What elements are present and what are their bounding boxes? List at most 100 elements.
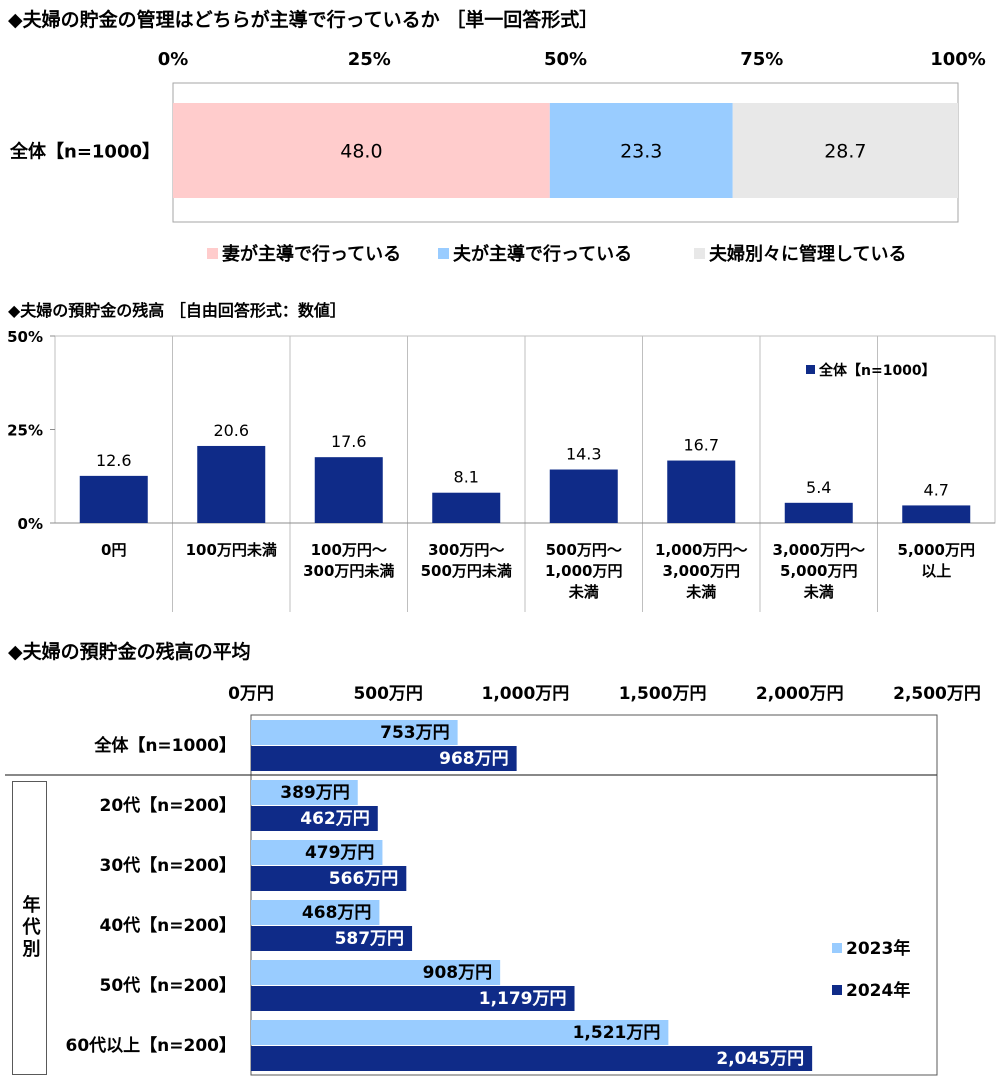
bar-value-label: 566万円	[329, 869, 399, 889]
chart-title-savings-management: ◆夫婦の貯金の管理はどちらが主導で行っているか ［単一回答形式］	[8, 8, 598, 31]
bar-value-label: 908万円	[423, 963, 493, 983]
bar-value-label: 968万円	[439, 749, 509, 769]
category-label: 3,000万円	[663, 562, 740, 580]
bar	[251, 866, 407, 891]
bar-value-label: 4.7	[924, 480, 949, 499]
chart-title-savings-balance: ◆夫婦の預貯金の残高 ［自由回答形式：数値］	[8, 301, 346, 320]
bar	[314, 457, 383, 523]
bar	[251, 806, 378, 831]
category-label: 300万円未満	[303, 562, 394, 580]
x-tick-label: 0%	[158, 49, 189, 70]
category-label: 未満	[685, 583, 716, 601]
category-label: 未満	[568, 583, 599, 601]
stacked-bar-segment	[732, 103, 958, 198]
bar	[251, 720, 458, 745]
chart-title-average-balance: ◆夫婦の預貯金の残高の平均	[8, 640, 251, 663]
category-label: 5,000万円	[898, 541, 975, 559]
y-tick-label: 50%	[7, 328, 43, 346]
y-tick-label: 0%	[18, 515, 43, 533]
age-group-box: 年代別	[12, 781, 47, 1075]
bar-value-label: 8.1	[454, 468, 479, 487]
category-label: 40代【n=200】	[100, 915, 237, 936]
chart-savings-balance-distribution: 0% 25% 50% 12.6 20.6 17.6 8.1 14.3 16.7 5.4 4.7 0円 1…	[7, 328, 996, 612]
category-label: 全体【n=1000】	[93, 735, 236, 756]
bar	[251, 1046, 813, 1071]
bar-value-label: 1,179万円	[479, 989, 567, 1009]
x-tick-label: 25%	[348, 49, 391, 70]
legend-label: 夫が主導で行っている	[453, 243, 632, 265]
category-label: 3,000万円～	[773, 541, 865, 559]
segment-value-label: 28.7	[824, 141, 866, 163]
bar	[251, 986, 575, 1011]
category-label: 30代【n=200】	[100, 855, 237, 876]
stacked-bar-segment	[173, 103, 550, 198]
legend-swatch	[207, 248, 218, 259]
bar-value-label: 587万円	[335, 929, 405, 949]
category-label: 1,000万円～	[655, 541, 747, 559]
legend-swatch	[832, 943, 842, 953]
legend-label: 2024年	[846, 980, 910, 1001]
bar-value-label: 16.7	[683, 436, 719, 455]
bar	[432, 492, 501, 523]
bar-value-label: 2,045万円	[716, 1049, 804, 1069]
category-label: 500万円未満	[421, 562, 512, 580]
legend-swatch	[694, 248, 705, 259]
category-label: 1,000万円	[545, 562, 622, 580]
x-tick-label: 75%	[740, 49, 783, 70]
legend-swatch	[806, 365, 815, 374]
category-label: 100万円～	[311, 541, 387, 559]
x-tick-label: 100%	[930, 49, 986, 70]
segment-value-label: 23.3	[620, 141, 662, 163]
bar	[549, 469, 618, 523]
legend-swatch	[832, 985, 842, 995]
bar-value-label: 17.6	[331, 432, 367, 451]
bar-value-label: 462万円	[300, 809, 370, 829]
bar	[251, 840, 383, 865]
bar	[79, 475, 148, 523]
bar-value-label: 12.6	[96, 451, 132, 470]
bar	[251, 780, 358, 805]
bar-value-label: 468万円	[302, 903, 372, 923]
age-group-label: 年代別	[19, 895, 41, 961]
x-tick-label: 500万円	[353, 684, 423, 704]
bar	[667, 460, 736, 523]
category-label: 100万円未満	[186, 541, 277, 559]
stacked-bar-segment	[549, 103, 733, 198]
bar-value-label: 1,521万円	[573, 1023, 661, 1043]
category-label: 60代以上【n=200】	[66, 1035, 237, 1056]
category-label: 500万円～	[546, 541, 622, 559]
bar	[251, 1020, 669, 1045]
x-tick-label: 0万円	[228, 684, 274, 704]
category-label: 20代【n=200】	[100, 795, 237, 816]
category-label: 以上	[921, 562, 951, 580]
category-label: 全体【n=1000】	[9, 141, 160, 163]
category-label: 5,000万円	[780, 562, 857, 580]
bar-value-label: 753万円	[380, 723, 450, 743]
legend-swatch	[438, 248, 449, 259]
segment-value-label: 48.0	[340, 141, 382, 163]
x-tick-label: 2,500万円	[893, 684, 981, 704]
x-tick-label: 50%	[544, 49, 587, 70]
legend-label: 2023年	[846, 938, 910, 959]
category-label: 300万円～	[428, 541, 504, 559]
bar	[784, 502, 853, 523]
bar	[251, 960, 501, 985]
legend-label: 夫婦別々に管理している	[709, 243, 906, 265]
chart-average-savings-balance: 0万円 500万円 1,000万円 1,500万円 2,000万円 2,500万円全体【n…	[5, 684, 981, 1076]
bar	[902, 505, 971, 523]
category-label: 0円	[101, 541, 126, 559]
bar-value-label: 479万円	[305, 843, 375, 863]
bar-value-label: 14.3	[566, 445, 602, 464]
bar-value-label: 5.4	[806, 478, 831, 497]
bar	[197, 445, 266, 523]
chart-savings-management: 0% 25% 50% 75% 100% 全体【n=1000】 48.0 23.3 28.7 妻が主…	[9, 49, 986, 265]
bar-value-label: 20.6	[213, 421, 249, 440]
bar	[251, 746, 517, 771]
bar	[251, 900, 380, 925]
x-tick-label: 2,000万円	[756, 684, 844, 704]
bar	[251, 926, 413, 951]
legend-label: 妻が主導で行っている	[222, 243, 401, 265]
bar-value-label: 389万円	[280, 783, 350, 803]
y-tick-label: 25%	[7, 422, 43, 440]
